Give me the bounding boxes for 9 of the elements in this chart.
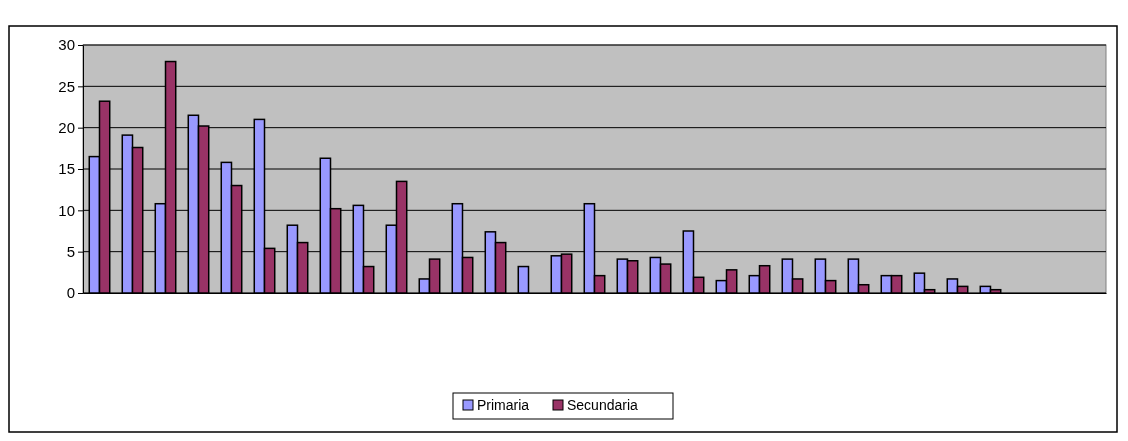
y-tick-label: 20 <box>58 118 75 136</box>
y-tick-label: 15 <box>58 160 75 178</box>
y-tick-label: 25 <box>58 77 75 95</box>
y-tick-label: 0 <box>66 284 75 302</box>
y-tick-label: 10 <box>58 201 75 219</box>
y-tick-label: 30 <box>58 36 75 54</box>
y-tick-label: 5 <box>66 242 75 260</box>
legend-label: Primaria <box>477 397 530 413</box>
legend-label: Secundaria <box>567 397 639 413</box>
